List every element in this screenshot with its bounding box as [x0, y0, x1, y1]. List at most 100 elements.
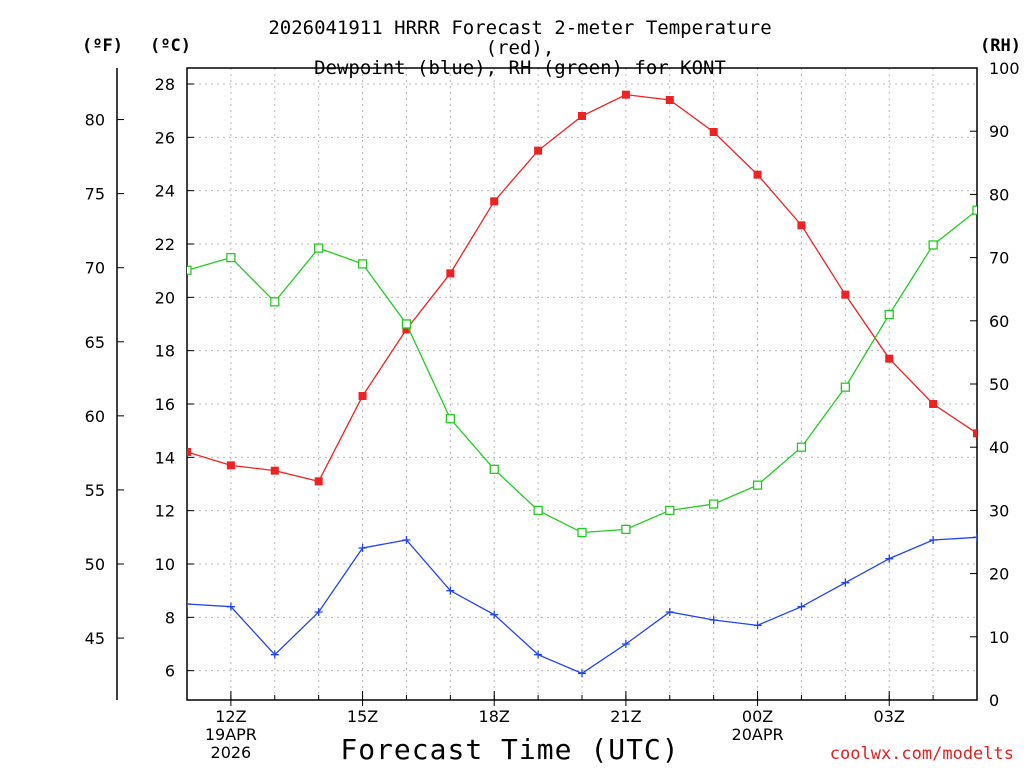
rh-tick-label: 20 — [989, 565, 1009, 584]
credit-text: coolwx.com/modelts — [829, 744, 1014, 764]
temperature-point — [709, 128, 718, 136]
rh-tick-label: 0 — [989, 691, 999, 710]
x-axis-label: Forecast Time (UTC) — [340, 733, 680, 766]
celsius-tick-label: 12 — [155, 502, 175, 521]
celsius-tick-label: 16 — [155, 395, 175, 414]
rh-point — [489, 464, 499, 474]
celsius-tick-label: 8 — [165, 608, 175, 627]
dewpoint-point — [402, 536, 411, 544]
dewpoint-point — [314, 608, 323, 616]
rh-tick-label: 70 — [989, 249, 1009, 268]
temperature-point — [187, 448, 191, 456]
temperature-point — [797, 221, 806, 230]
celsius-unit-label: (ºC) — [150, 36, 191, 56]
rh-point — [709, 499, 719, 509]
temperature-point — [490, 197, 499, 206]
series-line-rh — [187, 209, 977, 534]
rh-tick-label: 30 — [989, 501, 1009, 520]
rh-point — [972, 205, 977, 215]
celsius-tick-label: 18 — [155, 342, 175, 361]
temperature-point — [578, 112, 586, 120]
fahrenheit-tick-label: 80 — [85, 111, 105, 130]
rh-point — [187, 265, 192, 275]
rh-tick-label: 50 — [989, 375, 1009, 394]
dewpoint-point — [841, 578, 850, 587]
temperature-point — [402, 325, 411, 334]
rh-tick-label: 100 — [989, 59, 1020, 78]
dewpoint-point — [270, 650, 279, 659]
rh-point — [928, 240, 938, 250]
dewpoint-point — [187, 600, 191, 608]
rh-point — [840, 382, 850, 392]
series-temperature — [187, 90, 977, 486]
series-rh — [187, 205, 977, 538]
temperature-point — [446, 269, 455, 278]
rh-point — [226, 252, 236, 263]
temperature-point — [973, 429, 977, 438]
dewpoint-point — [929, 536, 938, 544]
temperature-point — [929, 400, 938, 408]
rh-point — [796, 442, 807, 452]
temperature-point — [753, 170, 762, 179]
celsius-tick-label: 6 — [165, 662, 175, 681]
dewpoint-point — [490, 610, 499, 619]
gridlines — [187, 68, 977, 700]
celsius-tick-label: 14 — [155, 448, 175, 467]
x-tick-label: 21Z — [610, 707, 641, 726]
rh-point — [533, 505, 543, 516]
x-tick-label: 18Z — [479, 707, 510, 726]
rh-point — [577, 527, 587, 538]
x-tick-label: 15Z — [347, 707, 378, 726]
fahrenheit-tick-label: 60 — [85, 407, 105, 426]
dewpoint-point — [358, 544, 367, 552]
celsius-tick-label: 22 — [155, 235, 175, 254]
fahrenheit-tick-label: 45 — [85, 629, 105, 648]
temperature-point — [226, 461, 235, 470]
temperature-point — [665, 96, 674, 104]
rh-point — [357, 259, 368, 269]
rh-tick-label: 10 — [989, 628, 1009, 647]
rh-point — [401, 319, 412, 329]
x-tick-label: 00Z — [742, 707, 773, 726]
dewpoint-point — [709, 616, 718, 624]
rh-point — [314, 243, 324, 253]
temperature-point — [270, 466, 279, 475]
celsius-tick-label: 26 — [155, 128, 175, 147]
rh-tick-label: 60 — [989, 312, 1009, 331]
celsius-tick-label: 24 — [155, 182, 175, 201]
celsius-tick-label: 20 — [155, 288, 175, 307]
x-tick-label: 12Z — [215, 707, 246, 726]
fahrenheit-tick-label: 75 — [85, 185, 105, 204]
dewpoint-point — [578, 669, 586, 678]
dewpoint-point — [621, 640, 630, 648]
x-tick-label: 2026 — [211, 743, 252, 762]
rh-point — [665, 505, 675, 516]
celsius-tick-label: 10 — [155, 555, 175, 574]
rh-point — [884, 309, 894, 320]
rh-point — [270, 297, 280, 307]
rh-point — [621, 524, 631, 535]
x-tick-label: 19APR — [205, 725, 257, 744]
series-line-dewpoint — [187, 536, 977, 675]
dewpoint-point — [446, 586, 455, 595]
rh-tick-label: 40 — [989, 438, 1009, 457]
dewpoint-point — [885, 554, 894, 563]
rh-tick-label: 90 — [989, 122, 1009, 141]
series-dewpoint — [187, 533, 977, 678]
temperature-point — [621, 90, 630, 99]
dewpoint-point — [226, 602, 235, 611]
dewpoint-point — [665, 608, 674, 616]
temperature-point — [534, 146, 543, 155]
rh-tick-label: 80 — [989, 185, 1009, 204]
fahrenheit-unit-label: (ºF) — [82, 36, 123, 56]
rh-unit-label: (RH) — [980, 36, 1021, 56]
temperature-point — [358, 392, 367, 400]
dewpoint-point — [753, 621, 762, 630]
dewpoint-point — [797, 602, 806, 611]
fahrenheit-tick-label: 70 — [85, 259, 105, 278]
dewpoint-point — [973, 533, 977, 542]
dewpoint-point — [534, 650, 543, 659]
celsius-tick-label: 28 — [155, 75, 175, 94]
rh-point — [445, 414, 455, 424]
